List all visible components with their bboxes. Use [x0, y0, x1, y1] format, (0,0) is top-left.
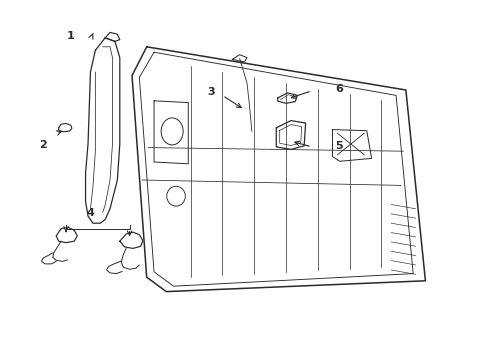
Text: 4: 4 [86, 208, 94, 218]
Text: 3: 3 [207, 87, 215, 97]
Text: 2: 2 [39, 140, 46, 150]
Text: 5: 5 [335, 141, 343, 151]
Text: 1: 1 [67, 31, 75, 41]
Text: 6: 6 [335, 84, 343, 94]
